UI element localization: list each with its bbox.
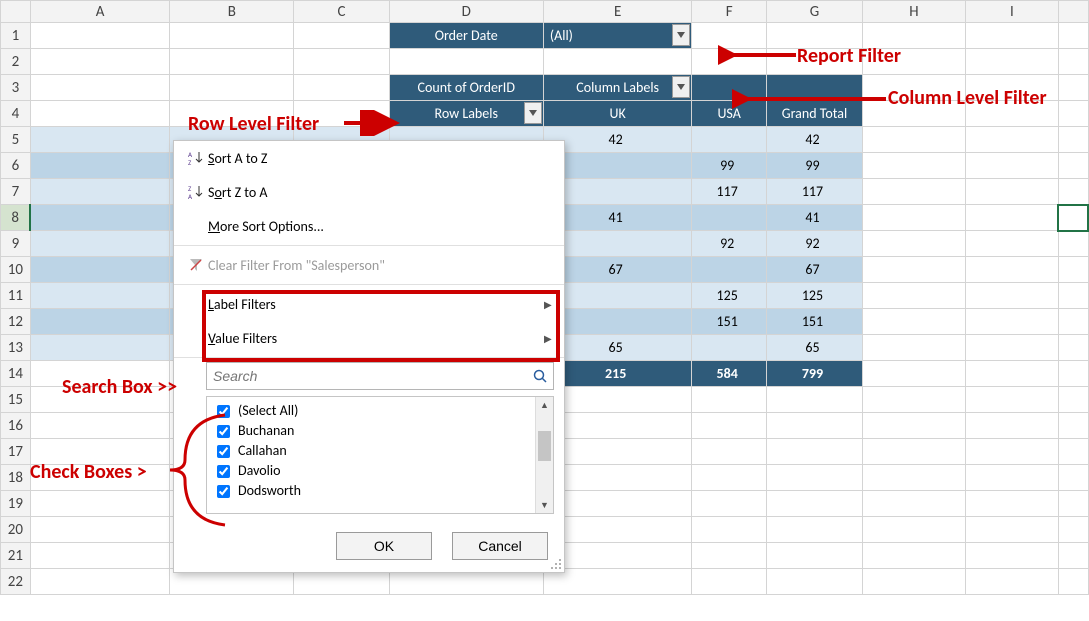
report-filter-dropdown-icon[interactable] [672,24,690,46]
check-item[interactable]: Dodsworth [213,481,529,501]
column-header-row: A B C D E F G H I [1,1,1089,23]
cancel-button[interactable]: Cancel [452,532,548,560]
col-extra [1058,1,1088,23]
col-E[interactable]: E [543,1,692,23]
cell[interactable]: 42 [543,127,692,153]
svg-text:A: A [188,192,193,200]
total-uk: 215 [543,361,692,387]
filter-checkbox-list: (Select All) Buchanan Callahan Davolio D… [206,396,554,514]
submenu-arrow-icon: ▶ [544,298,556,311]
more-sort-options[interactable]: More Sort Options... [174,209,564,243]
filter-dropdown: AZ Sort A to Z ZA Sort Z to A More Sort … [173,140,565,573]
rowhead-2[interactable]: 2 [1,49,31,75]
svg-text:Z: Z [188,158,192,166]
row-labels-dropdown-icon[interactable] [524,102,542,124]
rowhead-1[interactable]: 1 [1,23,31,49]
check-item[interactable]: Davolio [213,461,529,481]
curly-brace [165,410,230,530]
col-D[interactable]: D [389,1,543,23]
col-G[interactable]: G [766,1,862,23]
scroll-down-icon[interactable]: ▼ [536,497,553,513]
submenu-arrow-icon: ▶ [544,332,556,345]
clear-filter: Clear Filter From "Salesperson" [174,248,564,282]
check-item[interactable]: Callahan [213,441,529,461]
clear-filter-icon [184,257,208,273]
sort-za-icon: ZA [184,184,208,200]
col-B[interactable]: B [170,1,294,23]
check-item[interactable]: Buchanan [213,421,529,441]
arrow-report-filter [718,42,796,68]
arrow-row-filter [344,110,404,136]
search-input[interactable] [207,363,527,389]
pivot-filter-value-cell: (All) [543,23,692,49]
colhdr-uk: UK [543,101,692,127]
check-item[interactable]: (Select All) [213,401,529,421]
pivot-column-labels: Column Labels [543,75,692,101]
sort-az[interactable]: AZ Sort A to Z [174,141,564,175]
search-icon [527,363,553,389]
scroll-up-icon[interactable]: ▲ [536,397,553,413]
active-cell[interactable] [1058,205,1088,231]
resize-grip-icon[interactable] [550,558,562,570]
sort-za[interactable]: ZA Sort Z to A [174,175,564,209]
anno-report-filter: Report Filter [797,44,901,68]
col-A[interactable]: A [30,1,170,23]
col-H[interactable]: H [863,1,966,23]
cell[interactable]: 42 [766,127,862,153]
corner-cell [1,1,31,23]
sort-az-icon: AZ [184,150,208,166]
search-box[interactable] [206,362,554,390]
pivot-measure-label: Count of OrderID [389,75,543,101]
column-labels-dropdown-icon[interactable] [672,76,690,98]
rowhead-3[interactable]: 3 [1,75,31,101]
label-filters[interactable]: Label Filters ▶ [174,287,564,321]
scroll-thumb[interactable] [538,431,551,461]
anno-check-boxes: Check Boxes > [30,460,147,484]
pivot-filter-value: (All) [550,27,573,44]
rowhead-4[interactable]: 4 [1,101,31,127]
row-2: 2 [1,49,1089,75]
anno-column-filter: Column Level Filter [888,86,1047,110]
arrow-column-filter [732,86,886,112]
row-1: 1 Order Date (All) [1,23,1089,49]
scrollbar[interactable]: ▲ ▼ [535,397,553,513]
value-filters[interactable]: Value Filters ▶ [174,321,564,355]
cell[interactable] [692,127,767,153]
col-F[interactable]: F [692,1,767,23]
col-I[interactable]: I [965,1,1058,23]
total-gt: 799 [766,361,862,387]
pivot-filter-field: Order Date [389,23,543,49]
ok-button[interactable]: OK [336,532,432,560]
col-C[interactable]: C [294,1,389,23]
total-usa: 584 [692,361,767,387]
pivot-row-labels: Row Labels [389,101,543,127]
anno-search-box: Search Box >> [62,375,177,399]
anno-row-filter: Row Level Filter [188,112,319,136]
